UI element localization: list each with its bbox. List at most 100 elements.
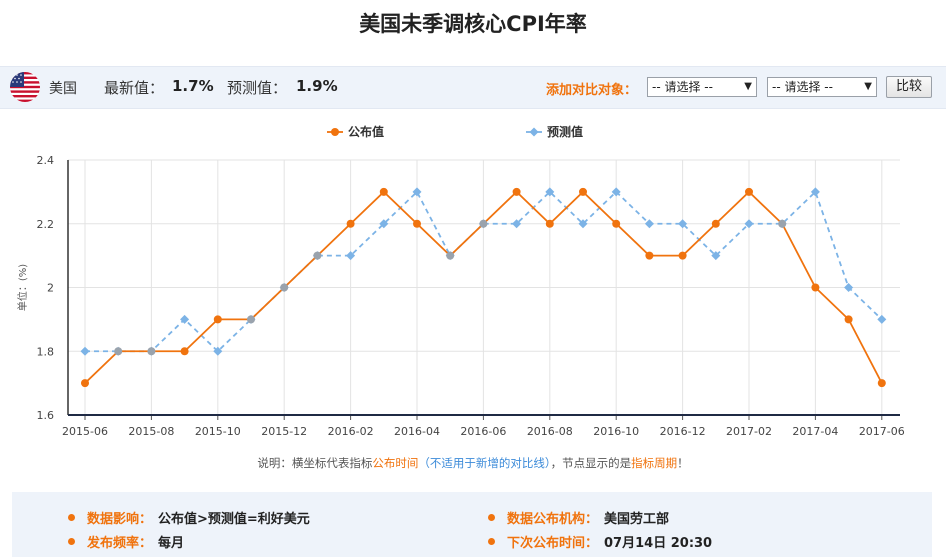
chevron-down-icon: ▼	[744, 81, 752, 92]
data-point-actual	[346, 219, 355, 228]
data-point-actual	[645, 251, 654, 260]
legend-marker-actual	[331, 128, 339, 136]
data-point-forecast	[346, 251, 356, 261]
data-point-forecast	[611, 187, 621, 197]
data-point-actual	[413, 219, 421, 228]
data-point-actual	[711, 219, 720, 228]
x-tick-label: 2016-10	[593, 425, 639, 438]
y-tick-label: 2	[47, 282, 54, 295]
x-tick-label: 2016-04	[394, 425, 440, 438]
frequency-value: 每月	[158, 536, 185, 551]
data-point-forecast	[578, 219, 588, 229]
compare-select-2[interactable]: -- 请选择 -- ▼	[767, 77, 877, 97]
data-point-actual	[280, 283, 289, 292]
x-tick-label: 2016-06	[460, 425, 506, 438]
data-point-forecast	[744, 219, 754, 229]
bullet-icon	[488, 514, 495, 521]
bullet-icon	[68, 538, 75, 545]
data-point-forecast	[180, 314, 190, 324]
data-point-forecast	[644, 219, 654, 229]
data-point-actual	[147, 347, 156, 356]
line-chart: 1.6 1.8 2 2.2 2.4 2015-06 2015-08 2015-10 2015-1…	[16, 124, 905, 438]
compare-button[interactable]: 比较	[886, 76, 932, 98]
legend-label-actual: 公布值	[348, 124, 384, 139]
y-tick-label: 2.2	[37, 218, 55, 231]
data-point-forecast	[711, 251, 721, 261]
info-bar: 美国 最新值： 1.7% 预测值： 1.9% 添加对比对象： -- 请选择 --…	[0, 66, 946, 109]
latest-value: 1.7%	[172, 77, 214, 95]
data-point-forecast	[213, 346, 223, 356]
x-tick-label: 2016-02	[328, 425, 374, 438]
data-point-forecast	[844, 283, 854, 292]
note-text-1: 说明：横坐标代表指标	[257, 456, 373, 470]
frequency-row: 发布频率： 每月	[68, 532, 184, 551]
next-release-value: 07月14日 20:30	[604, 536, 713, 551]
x-tick-label: 2017-02	[726, 425, 772, 438]
x-tick-label: 2015-06	[62, 425, 108, 438]
data-point-forecast	[80, 346, 90, 356]
data-point-actual	[579, 187, 587, 196]
x-tick-label: 2017-04	[792, 425, 838, 438]
data-point-forecast	[877, 314, 887, 324]
note-indicator-period: 指标周期	[631, 456, 678, 470]
country-name: 美国	[49, 81, 77, 97]
forecast-value: 1.9%	[296, 77, 338, 95]
x-tick-label: 2016-08	[527, 425, 573, 438]
data-point-actual	[512, 187, 521, 196]
x-tick-label: 2016-12	[660, 425, 706, 438]
y-tick-label: 1.6	[37, 409, 55, 422]
agency-value: 美国劳工部	[604, 512, 670, 527]
data-point-forecast	[512, 219, 522, 229]
chevron-down-icon: ▼	[864, 81, 872, 92]
data-point-actual	[247, 315, 255, 324]
latest-label: 最新值：	[104, 79, 165, 97]
page-title: 美国未季调核心CPI年率	[359, 12, 587, 36]
data-point-actual	[811, 283, 820, 292]
compare-select-2-value: -- 请选择 --	[772, 80, 833, 94]
data-point-actual	[479, 219, 488, 228]
data-point-actual	[379, 187, 388, 196]
data-point-forecast	[379, 219, 389, 229]
frequency-label: 发布频率：	[87, 536, 153, 551]
next-release-row: 下次公布时间： 07月14日 20:30	[488, 532, 712, 551]
data-point-actual	[778, 219, 787, 228]
note-text-3: ！	[677, 456, 689, 470]
data-point-forecast	[810, 187, 820, 197]
data-point-actual	[446, 251, 455, 260]
agency-label: 数据公布机构：	[507, 512, 599, 527]
compare-select-1[interactable]: -- 请选择 -- ▼	[647, 77, 757, 97]
x-tick-label: 2015-10	[195, 425, 241, 438]
compare-label: 添加对比对象：	[546, 83, 638, 98]
note-not-applicable: （不适用于新增的对比线）	[418, 456, 551, 470]
bullet-icon	[488, 538, 495, 545]
data-point-forecast	[678, 219, 688, 229]
chart-note: 说明：横坐标代表指标公布时间（不适用于新增的对比线），节点显示的是指标周期！	[0, 455, 946, 471]
footer-info: 数据影响： 公布值>预测值=利好美元 数据公布机构： 美国劳工部 发布频率： 每月 下…	[12, 492, 932, 557]
legend-label-forecast: 预测值	[547, 124, 583, 139]
x-tick-label: 2015-12	[261, 425, 307, 438]
data-point-actual	[844, 315, 853, 324]
data-point-actual	[81, 379, 89, 388]
data-point-actual	[213, 315, 222, 324]
data-point-forecast	[545, 187, 555, 197]
compare-select-1-value: -- 请选择 --	[652, 80, 713, 94]
data-point-actual	[678, 251, 687, 260]
impact-row: 数据影响： 公布值>预测值=利好美元	[68, 508, 310, 527]
data-point-forecast	[412, 187, 422, 197]
impact-value: 公布值>预测值=利好美元	[158, 512, 310, 527]
forecast-label: 预测值：	[227, 79, 288, 97]
y-axis-label: 单位：(%)	[16, 264, 29, 311]
bullet-icon	[68, 514, 75, 521]
next-release-label: 下次公布时间：	[507, 536, 599, 551]
data-point-actual	[745, 187, 753, 196]
note-text-2: ，节点显示的是	[550, 456, 632, 470]
impact-label: 数据影响：	[87, 512, 153, 527]
y-tick-label: 2.4	[37, 154, 55, 167]
y-tick-label: 1.8	[37, 345, 55, 358]
x-tick-label: 2017-06	[859, 425, 905, 438]
data-point-actual	[313, 251, 322, 260]
note-publish-time: 公布时间	[372, 456, 419, 470]
data-point-actual	[180, 347, 189, 356]
agency-row: 数据公布机构： 美国劳工部	[488, 508, 669, 527]
data-point-actual	[612, 219, 621, 228]
